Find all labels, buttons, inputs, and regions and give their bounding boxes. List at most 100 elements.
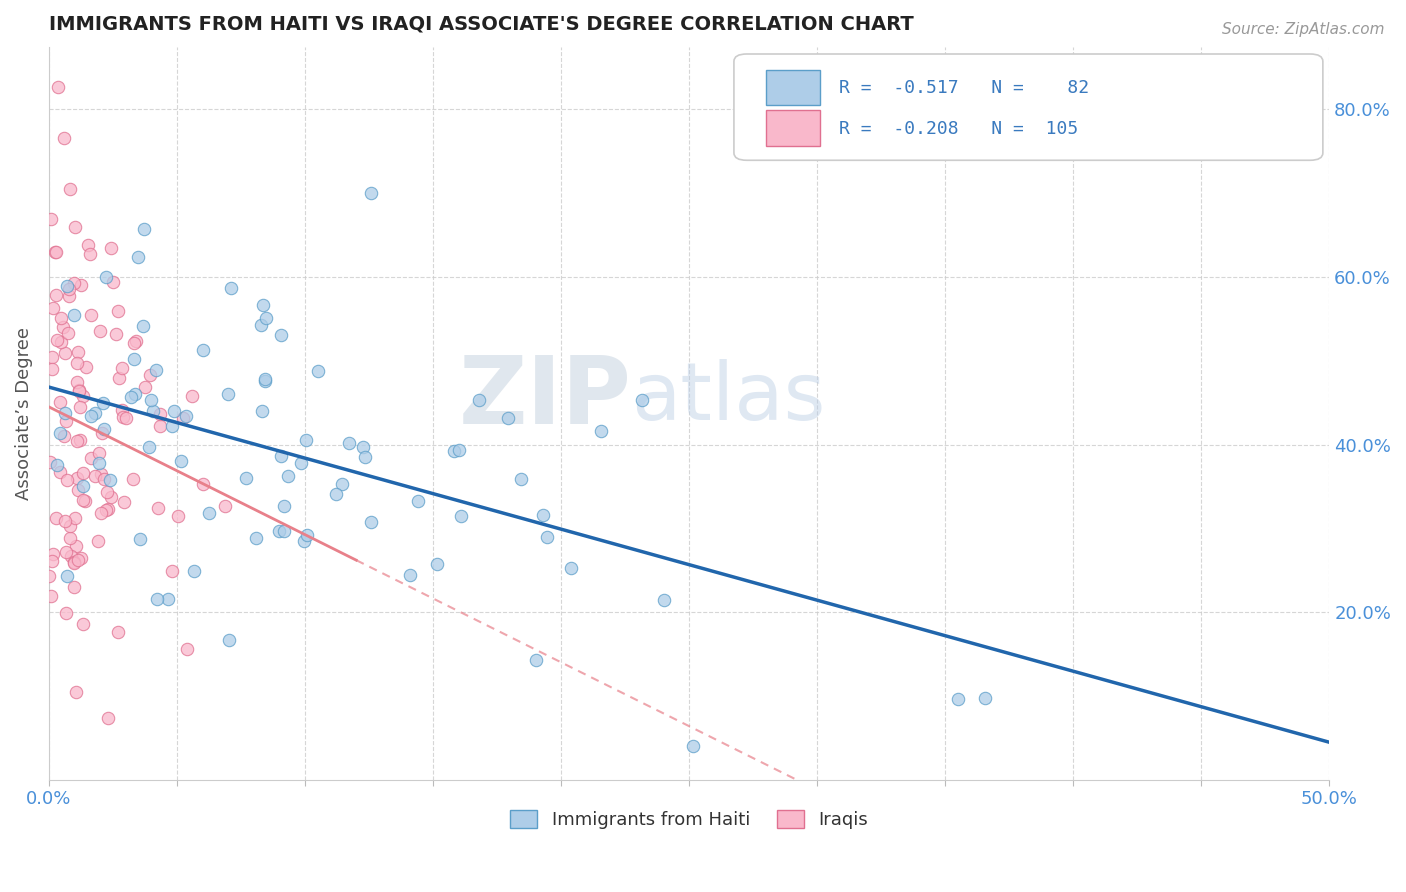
Y-axis label: Associate’s Degree: Associate’s Degree [15,326,32,500]
Point [72,479,94,493]
Point [127,250,149,264]
Point [252,298,274,312]
Point [48,426,70,441]
Point [353,450,375,464]
Point [176,409,198,424]
Point [69,434,91,448]
Point [124,386,146,401]
Point [112,410,135,425]
Point [55,514,77,528]
Point [270,328,292,343]
Point [337,436,360,450]
Text: R =  -0.208   N =  105: R = -0.208 N = 105 [839,120,1078,138]
Point [162,564,184,578]
Point [96,502,118,516]
Point [41,301,63,316]
Point [560,560,582,574]
Point [176,642,198,657]
Point [360,516,382,530]
Point [41,350,63,364]
Point [63,309,86,323]
Point [52,429,75,443]
Point [52,130,75,145]
Point [65,539,87,553]
Point [67,483,90,497]
Point [219,281,242,295]
Point [105,327,128,342]
Point [107,303,129,318]
Point [70,277,93,292]
Point [218,632,240,647]
Point [112,495,135,509]
Point [101,275,124,289]
Point [80,450,103,465]
Point [948,692,970,706]
Point [426,558,449,572]
Point [80,308,103,322]
Point [69,401,91,415]
Point [41,212,63,227]
Point [66,471,89,485]
Point [146,591,169,606]
Point [41,554,63,568]
Text: IMMIGRANTS FROM HAITI VS IRAQI ASSOCIATE'S DEGREE CORRELATION CHART: IMMIGRANTS FROM HAITI VS IRAQI ASSOCIATE… [49,15,914,34]
Point [58,326,80,340]
Point [94,503,117,517]
Point [115,410,138,425]
Point [156,592,179,607]
Point [325,486,347,500]
Point [89,324,111,338]
Point [217,387,239,401]
Point [80,409,103,424]
Point [443,444,465,458]
Point [66,376,89,390]
Point [70,551,93,566]
Point [450,508,472,523]
Point [107,624,129,639]
Point [66,434,89,448]
Point [256,311,278,326]
Point [146,500,169,515]
Point [90,506,112,520]
Point [352,441,374,455]
Point [330,477,353,491]
Point [510,472,533,486]
Point [111,360,134,375]
Point [65,684,87,698]
Point [277,469,299,483]
Point [149,419,172,434]
Point [53,346,76,360]
Point [399,568,422,582]
Point [973,690,995,705]
Point [96,484,118,499]
Point [273,524,295,539]
Point [60,549,83,564]
Point [531,508,554,522]
Point [138,368,160,383]
Point [62,557,84,571]
Legend: Immigrants from Haiti, Iraqis: Immigrants from Haiti, Iraqis [503,803,876,837]
Point [56,279,79,293]
Point [526,653,548,667]
Point [63,276,86,290]
Point [170,453,193,467]
Point [72,389,94,403]
Point [72,616,94,631]
Point [214,499,236,513]
Bar [766,70,820,105]
Point [66,345,89,359]
Point [162,404,184,418]
Point [87,533,110,548]
Point [167,508,190,523]
Point [58,289,80,303]
FancyBboxPatch shape [734,54,1323,161]
Point [122,351,145,366]
Point [139,393,162,408]
Point [122,335,145,350]
Point [49,311,72,326]
Point [93,472,115,486]
Point [63,220,86,235]
Point [245,531,267,545]
Point [468,393,491,408]
Point [360,186,382,201]
